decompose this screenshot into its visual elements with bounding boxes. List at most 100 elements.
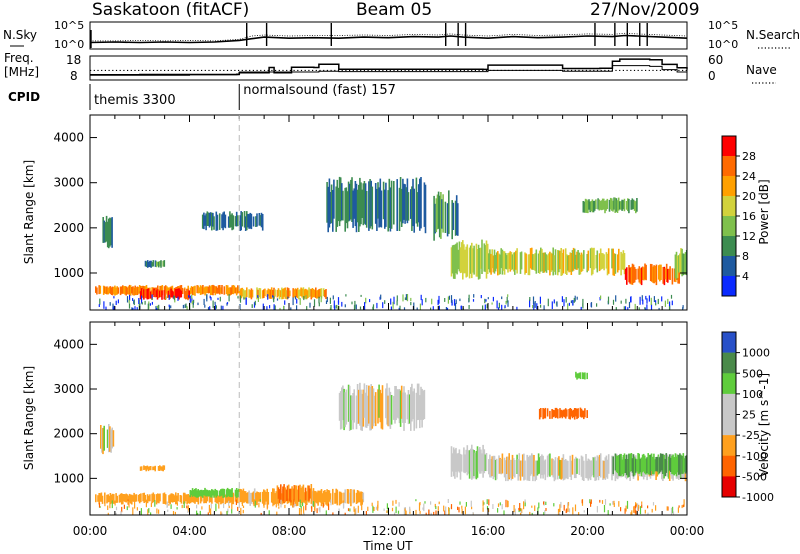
colorbar-swatch — [722, 176, 736, 197]
scatter-cell — [104, 286, 106, 294]
noise-cell — [468, 294, 470, 302]
scatter-cell — [324, 490, 326, 503]
noise-cell — [641, 295, 643, 301]
noise-cell — [355, 304, 357, 310]
scatter-cell — [665, 263, 668, 282]
scatter-cell — [482, 444, 484, 478]
scatter-cell — [294, 288, 297, 297]
noise-cell — [296, 298, 298, 304]
noise-cell — [237, 296, 239, 299]
scatter-cell — [636, 459, 638, 472]
scatter-cell — [197, 285, 200, 294]
velocity-colorbar-label-text: Velocity [m s^-1] — [757, 373, 771, 477]
scatter-cell — [547, 253, 550, 271]
scatter-cell — [237, 215, 239, 227]
colorbar-tick-label: 16 — [742, 210, 756, 223]
scatter-cell — [510, 459, 513, 481]
noise-cell — [399, 305, 401, 310]
scatter-cell — [108, 286, 111, 294]
scatter-cell — [498, 253, 500, 275]
scatter-cell — [330, 184, 333, 224]
scatter-cell — [576, 458, 578, 474]
scatter-cell — [188, 290, 190, 299]
scatter-cell — [342, 385, 344, 421]
scatter-cell — [633, 200, 636, 211]
scatter-cell — [611, 455, 613, 481]
scatter-cell — [472, 449, 474, 479]
noise-cell — [121, 506, 123, 513]
nsearch-tick-top: 10^5 — [708, 19, 738, 32]
scatter-cell — [203, 212, 205, 230]
noise-cell — [465, 502, 467, 507]
scatter-cell — [188, 495, 191, 504]
noise-cell — [184, 304, 186, 308]
scatter-cell — [476, 249, 479, 277]
scatter-cell — [291, 486, 293, 501]
scatter-cell — [328, 490, 331, 502]
noise-cell — [115, 512, 117, 515]
scatter-cell — [244, 216, 247, 231]
scatter-cell — [278, 489, 281, 504]
noise-cell — [447, 499, 449, 503]
noise-cell — [138, 299, 141, 308]
scatter-cell — [679, 453, 681, 475]
scatter-cell — [388, 387, 391, 427]
scatter-cell — [370, 180, 372, 227]
noise-cell — [451, 301, 453, 306]
scatter-cell — [338, 392, 341, 421]
scatter-cell — [580, 455, 583, 477]
scatter-cell — [246, 211, 248, 231]
scatter-cell — [596, 250, 599, 273]
scatter-cell — [434, 203, 436, 234]
noise-cell — [186, 306, 188, 310]
scatter-cell — [299, 484, 301, 502]
scatter-cell — [566, 409, 568, 417]
ytick-label: 3000 — [53, 176, 84, 190]
noise-cell — [432, 306, 434, 310]
scatter-cell — [367, 395, 369, 427]
scatter-cell — [223, 488, 225, 498]
noise-cell — [430, 307, 432, 310]
scatter-cell — [103, 425, 105, 451]
scatter-cell — [535, 460, 538, 480]
scatter-cell — [301, 486, 303, 503]
scatter-cell — [458, 449, 461, 473]
scatter-cell — [215, 211, 218, 231]
scatter-cell — [512, 252, 515, 272]
scatter-cell — [311, 490, 314, 507]
noise-cell — [254, 499, 256, 502]
scatter-cell — [240, 288, 242, 299]
scatter-cell — [494, 459, 497, 481]
scatter-cell — [144, 494, 147, 503]
scatter-cell — [212, 212, 214, 227]
noise-cell — [482, 500, 484, 507]
noise-cell — [557, 509, 560, 515]
scatter-cell — [601, 253, 603, 269]
scatter-cell — [592, 200, 595, 213]
scatter-cell — [454, 449, 456, 479]
noise-cell — [210, 508, 212, 515]
scatter-cell — [145, 261, 148, 267]
scatter-cell — [364, 183, 367, 225]
scatter-cell — [608, 199, 611, 212]
noise-cell — [664, 300, 666, 307]
noise-cell — [187, 506, 189, 510]
scatter-cell — [98, 493, 100, 505]
scatter-cell — [217, 285, 220, 294]
scatter-cell — [651, 456, 654, 475]
scatter-cell — [99, 493, 102, 502]
scatter-cell — [497, 251, 499, 276]
scatter-cell — [124, 494, 126, 502]
noise-cell — [156, 508, 158, 514]
scatter-cell — [455, 195, 458, 236]
scatter-cell — [345, 389, 348, 425]
noise-cell — [337, 301, 340, 305]
noise-cell — [415, 509, 417, 515]
scatter-cell — [549, 251, 551, 276]
scatter-cell — [678, 255, 680, 273]
scatter-cell — [248, 289, 250, 298]
scatter-cell — [298, 289, 300, 300]
noise-cell — [325, 300, 328, 304]
scatter-cell — [600, 200, 603, 211]
scatter-cell — [596, 455, 599, 478]
